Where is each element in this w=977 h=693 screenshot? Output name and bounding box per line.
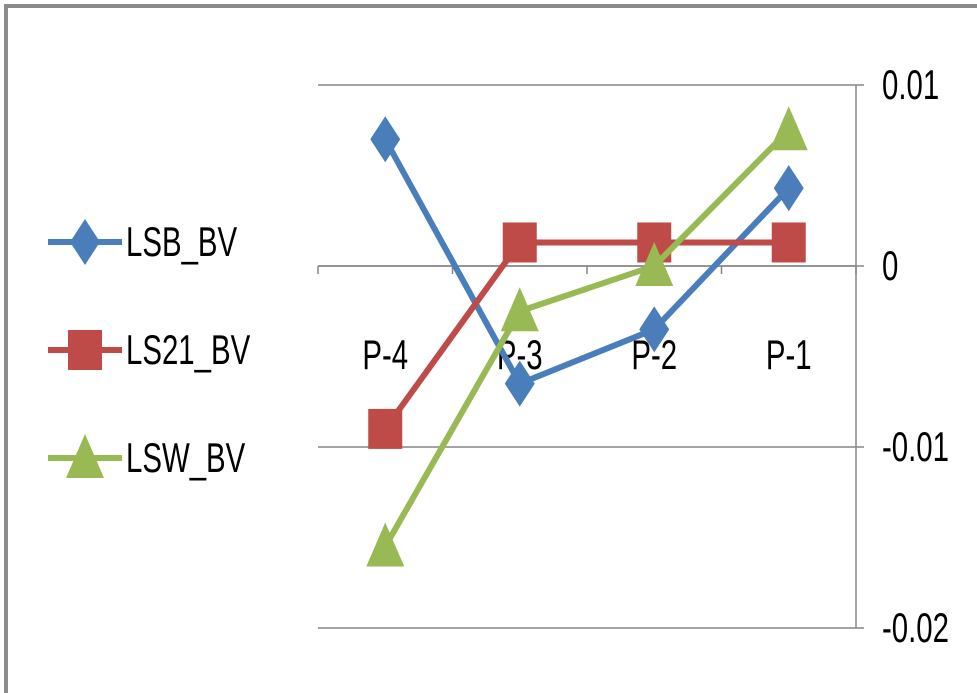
data-point	[639, 306, 670, 353]
data-point	[366, 522, 405, 567]
legend-entry: LSB_BV	[48, 218, 238, 266]
series-layer	[366, 106, 808, 567]
data-point	[502, 222, 537, 263]
axes: 0.010-0.01-0.02P-4 P-3 P-2 P-1	[317, 61, 949, 652]
legend-label: LSB_BV	[126, 218, 238, 266]
y-tick-label: -0.01	[882, 423, 949, 471]
legend-marker	[70, 219, 100, 265]
legend-marker	[66, 434, 104, 478]
series-line	[382, 128, 791, 549]
data-point	[773, 165, 804, 212]
series-LSW_BV	[366, 106, 808, 567]
x-tick-label: P-4	[362, 331, 408, 379]
legend-entry: LSW_BV	[48, 434, 246, 482]
x-tick-label: P-1	[766, 331, 812, 379]
data-point	[504, 360, 535, 407]
series-line	[382, 137, 791, 387]
data-point	[771, 222, 806, 263]
data-point	[769, 106, 808, 151]
chart-border-line	[4, 4, 977, 693]
y-tick-label: -0.02	[882, 604, 949, 652]
legend-marker	[68, 330, 102, 370]
y-tick-label: 0	[882, 242, 898, 290]
data-point	[370, 116, 401, 163]
y-tick-label: 0.01	[882, 61, 939, 109]
legend: LSB_BV LS21_BV LSW_BV	[48, 218, 251, 482]
data-point	[368, 408, 403, 449]
series-LSB_BV	[370, 116, 804, 407]
data-point	[635, 242, 674, 286]
legend-label: LSW_BV	[126, 434, 246, 482]
series-LS21_BV	[368, 222, 806, 449]
legend-entry: LS21_BV	[48, 326, 251, 374]
series-line	[382, 239, 789, 431]
legend-label: LS21_BV	[126, 326, 251, 374]
data-point	[500, 287, 539, 332]
